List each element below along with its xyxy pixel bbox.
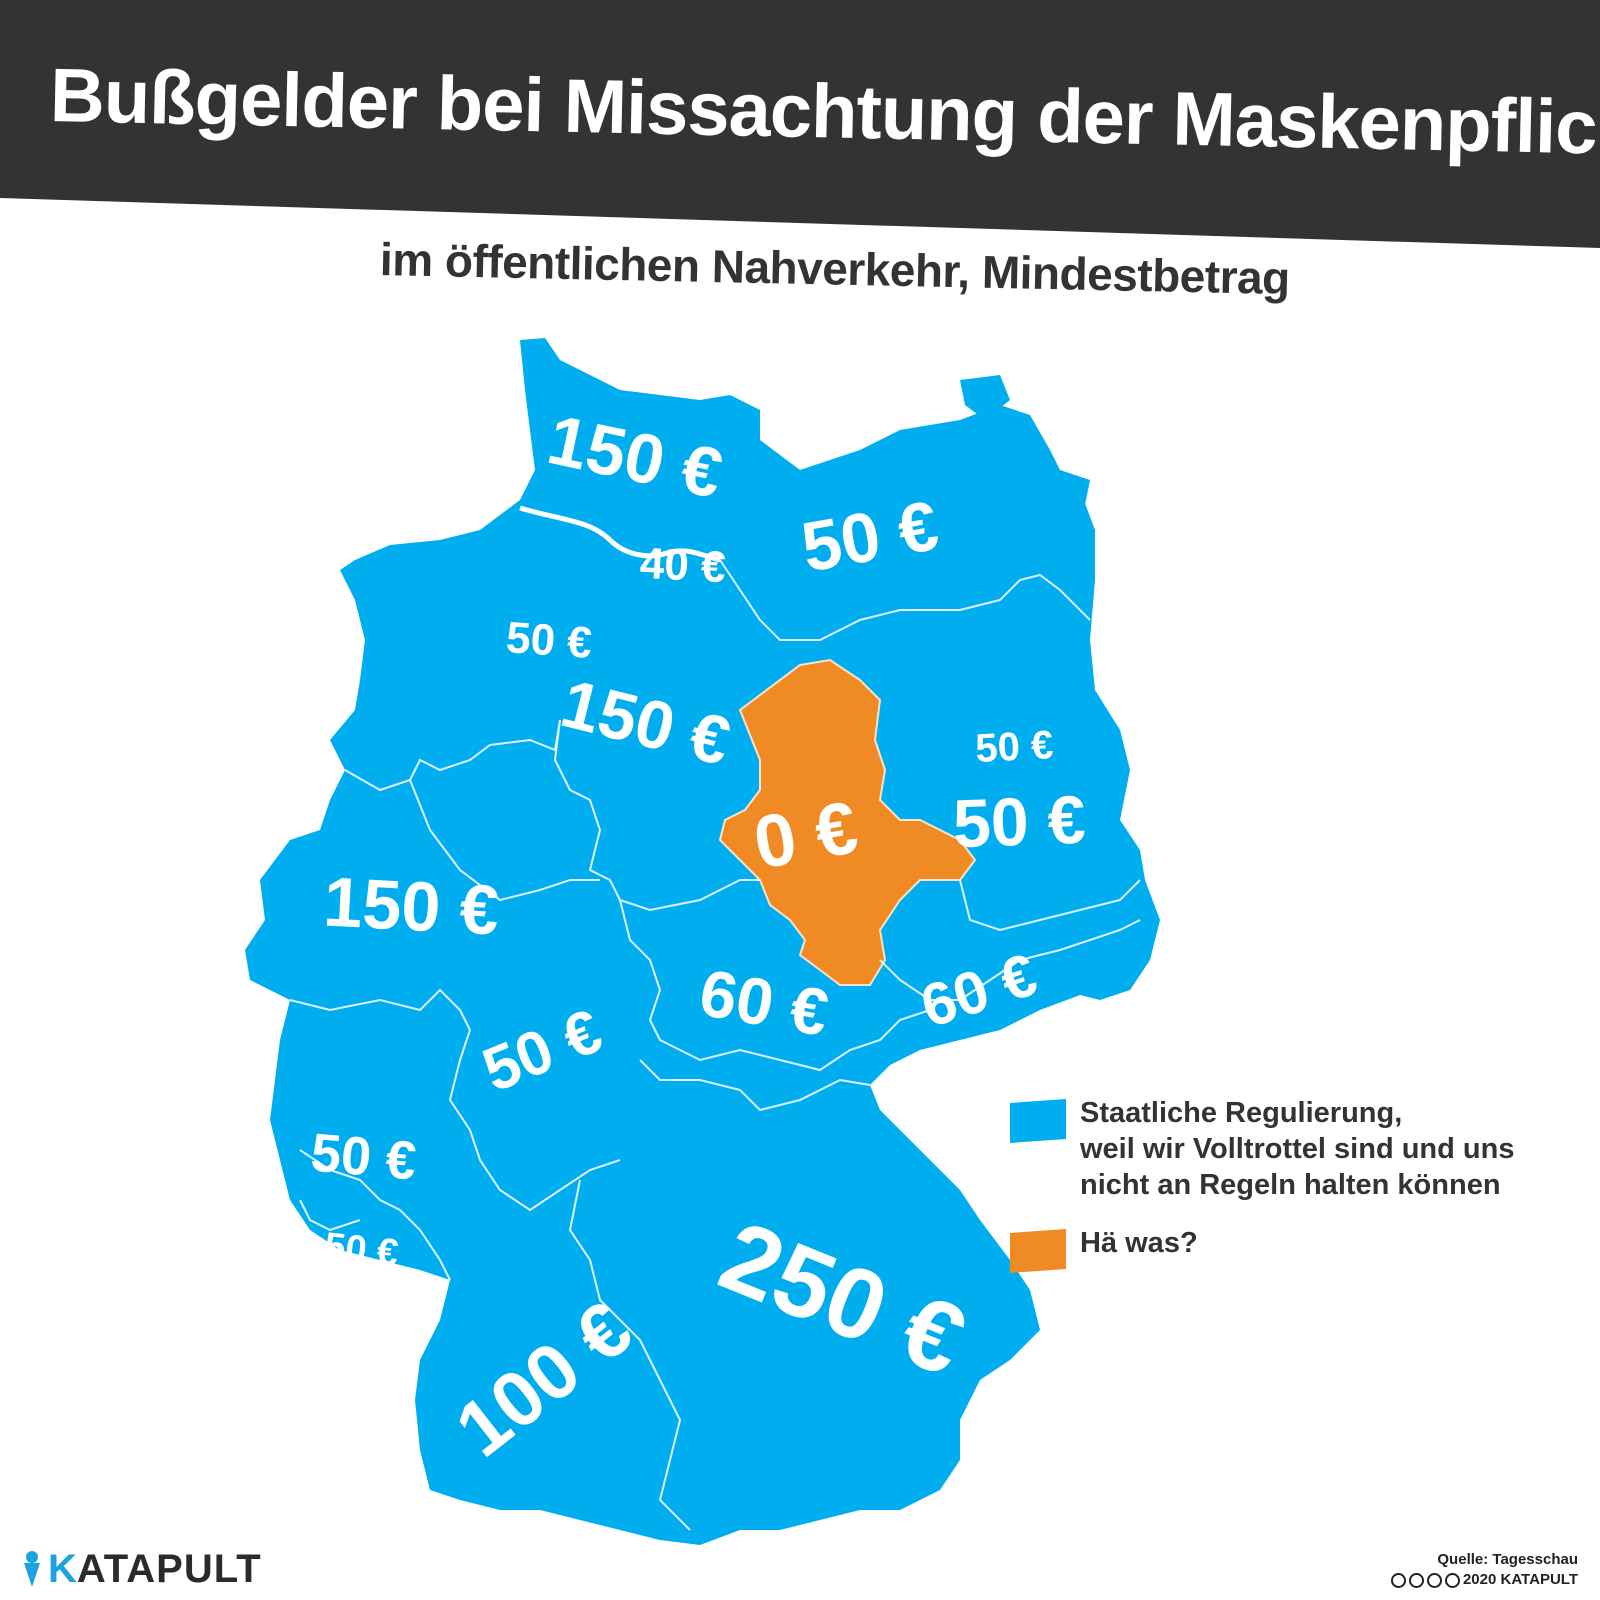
label-nordrhein-westfalen: 150 € [322,863,501,950]
by-icon [1408,1572,1424,1588]
label-sachsen-anhalt: 0 € [748,785,864,885]
island-north-sea [470,555,505,580]
legend-text-line: Hä was? [1080,1227,1198,1259]
legend-swatch-blue [1010,1099,1066,1143]
source-credit: Quelle: Tagesschau 2020 KATAPULT [1390,1550,1578,1590]
legend-swatch-orange [1010,1229,1066,1273]
source-text: Quelle: Tagesschau [1437,1551,1578,1568]
label-bremen: 50 € [505,613,594,668]
label-rheinland-pfalz: 50 € [309,1123,419,1192]
label-berlin: 50 € [974,723,1054,771]
island-usedom [1060,470,1090,505]
copyright-text: 2020 KATAPULT [1462,1571,1578,1588]
legend-item-blue: Staatliche Regulierung, weil wir Volltro… [1010,1095,1570,1203]
legend-text-line: weil wir Volltrottel sind und uns [1080,1133,1515,1165]
region-sachsen-anhalt [718,658,977,986]
catapult-icon [24,1551,40,1587]
label-brandenburg: 50 € [952,782,1087,863]
legend-text-line: nicht an Regeln halten können [1080,1169,1501,1201]
island-ruegen [960,375,1010,420]
germany-outline [245,338,1160,1545]
legend-item-orange: Hä was? [1010,1225,1570,1273]
label-saarland: 50 € [322,1225,400,1275]
header-background [0,0,1600,248]
nd-icon [1444,1572,1460,1588]
cc-icon [1390,1572,1406,1588]
legend-text-orange: Hä was? [1080,1225,1570,1261]
katapult-logo: K ATAPULT [22,1546,262,1591]
legend-text-blue: Staatliche Regulierung, weil wir Volltro… [1080,1095,1570,1203]
license-row: 2020 KATAPULT [1390,1570,1578,1590]
brand-name: ATAPULT [76,1546,262,1591]
elbe-river [519,505,721,563]
label-hamburg: 40 € [639,539,727,592]
legend-text-line: Staatliche Regulierung, [1080,1097,1403,1129]
nc-icon [1426,1572,1442,1588]
state-borders [289,559,1141,1531]
legend: Staatliche Regulierung, weil wir Volltro… [1010,1095,1570,1283]
header-band [0,0,1600,248]
brand-letter-k: K [48,1546,77,1591]
